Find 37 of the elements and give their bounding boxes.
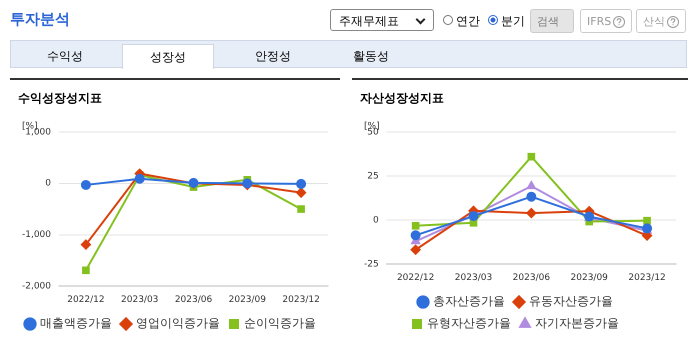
y-tick-label: 0 — [372, 215, 379, 226]
x-tick-label: 2023/09 — [570, 272, 608, 283]
legend-label: 유동자산증가율 — [529, 294, 613, 308]
text: 활동성 — [352, 48, 390, 65]
text: IFRS — [580, 9, 632, 33]
chart-title: 수익성장성지표 — [18, 90, 102, 107]
x-tick-label: 2022/12 — [396, 272, 434, 283]
text: 투자분석 — [10, 10, 70, 29]
legend-label: 자기자본증가율 — [535, 316, 619, 330]
text: 주재무제표 — [330, 9, 434, 31]
x-tick-label: 2023/06 — [174, 294, 212, 305]
text: 안정성 — [254, 48, 292, 65]
text: 수익성 — [46, 48, 84, 65]
y-tick-label: -2,000 — [22, 282, 52, 292]
text: 성장성 — [122, 44, 214, 69]
y-tick-label: -25 — [364, 260, 379, 270]
y-tick-label: 1,000 — [25, 127, 52, 138]
text: 산식 — [636, 9, 686, 33]
legend-label: 유형자산증가율 — [427, 316, 511, 330]
text: 검색 — [530, 9, 574, 33]
legend-label: 순이익증가율 — [244, 316, 316, 330]
x-tick-label: 2023/09 — [228, 294, 266, 305]
legend-label: 매출액증가율 — [40, 316, 112, 330]
text: 분기 — [501, 13, 525, 30]
legend-label: 영업이익증가율 — [136, 316, 220, 330]
y-tick-label: 25 — [367, 171, 379, 182]
x-tick-label: 2023/12 — [282, 294, 320, 305]
chart-title: 자산성장성지표 — [360, 90, 444, 107]
y-tick-label: 0 — [45, 178, 52, 189]
x-tick-label: 2023/06 — [512, 272, 550, 283]
text: 연간 — [456, 13, 480, 30]
x-tick-label: 2022/12 — [67, 294, 105, 305]
x-tick-label: 2023/03 — [121, 294, 158, 305]
x-tick-label: 2023/03 — [454, 272, 492, 283]
legend-label: 총자산증가율 — [433, 294, 505, 308]
x-tick-label: 2023/12 — [628, 272, 666, 283]
y-tick-label: -1,000 — [22, 230, 52, 240]
